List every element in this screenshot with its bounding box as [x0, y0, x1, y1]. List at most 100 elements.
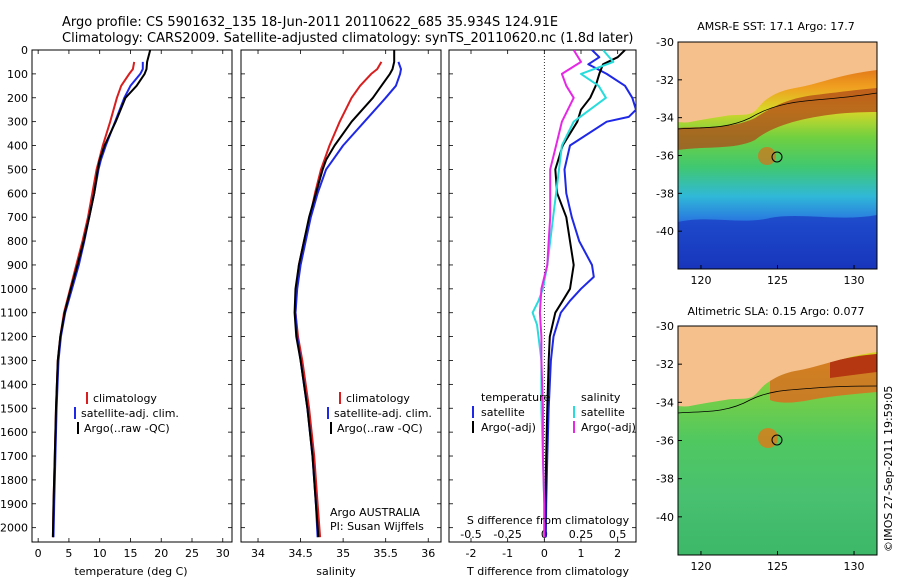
float-owner-label: Argo AUSTRALIA — [330, 506, 420, 519]
map-x-tick-label: 120 — [690, 560, 711, 573]
map-y-tick-label: -34 — [656, 396, 674, 409]
map-y-tick-label: -30 — [656, 36, 674, 49]
x-tick-label: 34.5 — [288, 547, 313, 560]
salinity-legend: climatology satellite-adj. clim. Argo(..… — [327, 392, 432, 435]
depth-tick-label: 100 — [7, 68, 28, 81]
s-tick-label: 0.25 — [569, 528, 594, 541]
principal-investigator-label: PI: Susan Wijffels — [330, 520, 424, 533]
sst-map-title: AMSR-E SST: 17.1 Argo: 17.7 — [697, 20, 855, 33]
figure-subtitle: Climatology: CARS2009. Satellite-adjuste… — [62, 31, 634, 46]
series-line-climatology — [294, 61, 383, 538]
depth-tick-label: 400 — [7, 140, 28, 153]
depth-tick-label: 2000 — [0, 522, 28, 535]
map-y-tick-label: -40 — [656, 225, 674, 238]
sla-contour — [678, 385, 877, 414]
series-line-satellite — [544, 50, 636, 538]
x-tick-label: 34 — [251, 547, 265, 560]
legend-t-satellite-label: satellite — [481, 406, 525, 419]
x-tick-label: 35 — [336, 547, 350, 560]
sst-map — [678, 42, 877, 269]
series-line-satellite-adj-clim- — [294, 61, 402, 538]
temperature-xlabel: temperature (deg C) — [74, 565, 187, 578]
depth-tick-label: 1200 — [0, 331, 28, 344]
x-tick-label: 25 — [185, 547, 199, 560]
argo-position-marker — [771, 151, 783, 163]
x-tick-label: 10 — [93, 547, 107, 560]
sla-peak — [830, 354, 877, 378]
depth-tick-label: 700 — [7, 211, 28, 224]
map-y-tick-label: -32 — [656, 74, 674, 87]
x-tick-label: 5 — [65, 547, 72, 560]
legend-climatology-label: climatology — [93, 392, 157, 405]
depth-tick-label: 1500 — [0, 402, 28, 415]
depth-tick-label: 900 — [7, 259, 28, 272]
s-difference-xlabel: S difference from climatology — [467, 514, 630, 527]
depth-tick-label: 500 — [7, 163, 28, 176]
legend-temperature-header: temperature — [481, 391, 550, 404]
temperature-panel — [31, 49, 233, 543]
argo-position-marker — [771, 434, 783, 446]
difference-legend: temperature salinity satellite Argo(-adj… — [472, 391, 636, 434]
depth-tick-label: 1600 — [0, 426, 28, 439]
sst-cold-patch — [678, 215, 877, 269]
sla-map-title: Altimetric SLA: 0.15 Argo: 0.077 — [687, 305, 864, 318]
depth-tick-label: 300 — [7, 116, 28, 129]
sst-eddy — [758, 147, 776, 165]
depth-tick-label: 1000 — [0, 283, 28, 296]
series-line-climatology — [51, 61, 136, 538]
x-tick-label: -1 — [502, 547, 513, 560]
legend-climatology-label: climatology — [346, 392, 410, 405]
depth-tick-label: 800 — [7, 235, 28, 248]
difference-panel — [448, 49, 637, 543]
depth-tick-label: 1400 — [0, 378, 28, 391]
x-tick-label: 36 — [421, 547, 435, 560]
legend-satellite-label: satellite-adj. clim. — [334, 407, 432, 420]
map-y-tick-label: -36 — [656, 150, 674, 163]
map-y-tick-label: -38 — [656, 473, 674, 486]
x-tick-label: 35.5 — [373, 547, 398, 560]
land-mass — [678, 42, 877, 123]
series-line-argo-raw-qc- — [293, 50, 396, 538]
map-y-tick-label: -32 — [656, 358, 674, 371]
map-y-tick-label: -30 — [656, 320, 674, 333]
salinity-panel — [240, 49, 442, 543]
depth-tick-label: 0 — [21, 44, 28, 57]
land-mass — [678, 326, 877, 407]
legend-t-argo-label: Argo(-adj) — [481, 421, 536, 434]
figure-title: Argo profile: CS 5901632_135 18-Jun-2011… — [62, 15, 558, 30]
depth-tick-label: 1300 — [0, 354, 28, 367]
depth-tick-label: 1900 — [0, 498, 28, 511]
x-tick-label: 30 — [216, 547, 230, 560]
legend-argo-label: Argo(..raw -QC) — [337, 422, 423, 435]
x-tick-label: 20 — [154, 547, 168, 560]
series-line-argo-adj- — [544, 50, 626, 538]
timestamp-stamp: ©IMOS 27-Sep-2011 19:59:05 — [882, 386, 895, 552]
depth-tick-label: 1100 — [0, 307, 28, 320]
x-tick-label: 0 — [541, 547, 548, 560]
map-y-tick-label: -40 — [656, 511, 674, 524]
map-x-tick-label: 125 — [767, 560, 788, 573]
legend-s-argo-label: Argo(-adj) — [581, 421, 636, 434]
map-x-tick-label: 130 — [844, 274, 865, 287]
s-tick-label: -0.5 — [460, 528, 481, 541]
sla-map — [678, 326, 877, 555]
x-tick-label: -2 — [466, 547, 477, 560]
depth-tick-label: 1700 — [0, 450, 28, 463]
s-tick-label: 0.5 — [609, 528, 627, 541]
series-line-argo-raw-qc- — [51, 50, 152, 538]
map-x-tick-label: 130 — [844, 560, 865, 573]
sst-contour — [678, 92, 877, 130]
map-x-tick-label: 125 — [767, 274, 788, 287]
depth-tick-label: 1800 — [0, 474, 28, 487]
legend-argo-label: Argo(..raw -QC) — [84, 422, 170, 435]
map-y-tick-label: -34 — [656, 112, 674, 125]
series-line-argo-adj- — [538, 50, 582, 538]
x-tick-label: 15 — [123, 547, 137, 560]
map-y-tick-label: -38 — [656, 187, 674, 200]
depth-tick-label: 600 — [7, 187, 28, 200]
s-tick-label: -0.25 — [493, 528, 521, 541]
temperature-legend: climatology satellite-adj. clim. Argo(..… — [74, 392, 179, 435]
x-tick-label: 1 — [578, 547, 585, 560]
sst-warm-band — [678, 88, 877, 150]
